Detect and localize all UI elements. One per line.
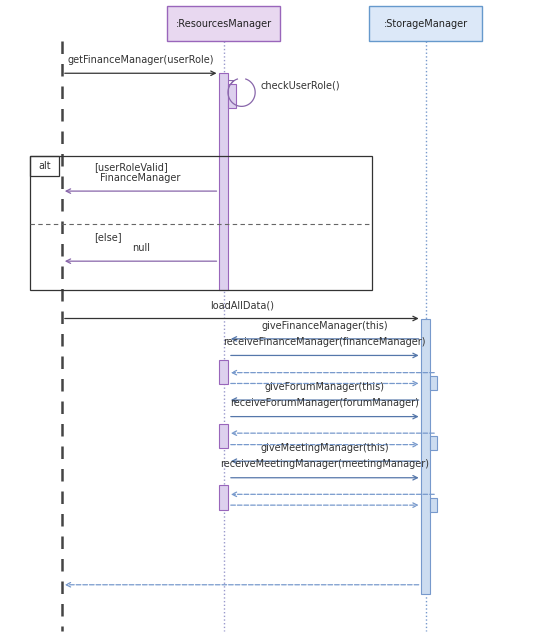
Text: [userRoleValid]: [userRoleValid] [94, 162, 168, 172]
FancyBboxPatch shape [430, 436, 437, 450]
Text: :ResourcesManager: :ResourcesManager [176, 19, 272, 29]
FancyBboxPatch shape [219, 424, 228, 448]
Text: [else]: [else] [94, 232, 122, 242]
FancyBboxPatch shape [219, 485, 228, 510]
Text: receiveMeetingManager(meetingManager): receiveMeetingManager(meetingManager) [220, 459, 429, 469]
Text: FinanceManager: FinanceManager [100, 173, 181, 183]
Text: receiveForumManager(forumManager): receiveForumManager(forumManager) [230, 398, 419, 408]
FancyBboxPatch shape [219, 73, 228, 290]
Text: receiveFinanceManager(financeManager): receiveFinanceManager(financeManager) [224, 337, 426, 347]
Text: loadAllData(): loadAllData() [210, 300, 274, 310]
FancyBboxPatch shape [167, 6, 280, 41]
FancyBboxPatch shape [228, 84, 236, 108]
Text: null: null [132, 243, 150, 253]
FancyBboxPatch shape [219, 360, 228, 384]
Text: checkUserRole(): checkUserRole() [261, 80, 341, 90]
FancyBboxPatch shape [430, 498, 437, 512]
Text: alt: alt [38, 161, 51, 171]
Text: giveForumManager(this): giveForumManager(this) [265, 382, 385, 392]
FancyBboxPatch shape [430, 376, 437, 390]
Text: giveMeetingManager(this): giveMeetingManager(this) [260, 443, 389, 453]
Text: giveFinanceManager(this): giveFinanceManager(this) [261, 320, 388, 331]
FancyBboxPatch shape [369, 6, 482, 41]
Text: :StorageManager: :StorageManager [384, 19, 468, 29]
Text: getFinanceManager(userRole): getFinanceManager(userRole) [67, 55, 214, 65]
FancyBboxPatch shape [421, 318, 430, 594]
